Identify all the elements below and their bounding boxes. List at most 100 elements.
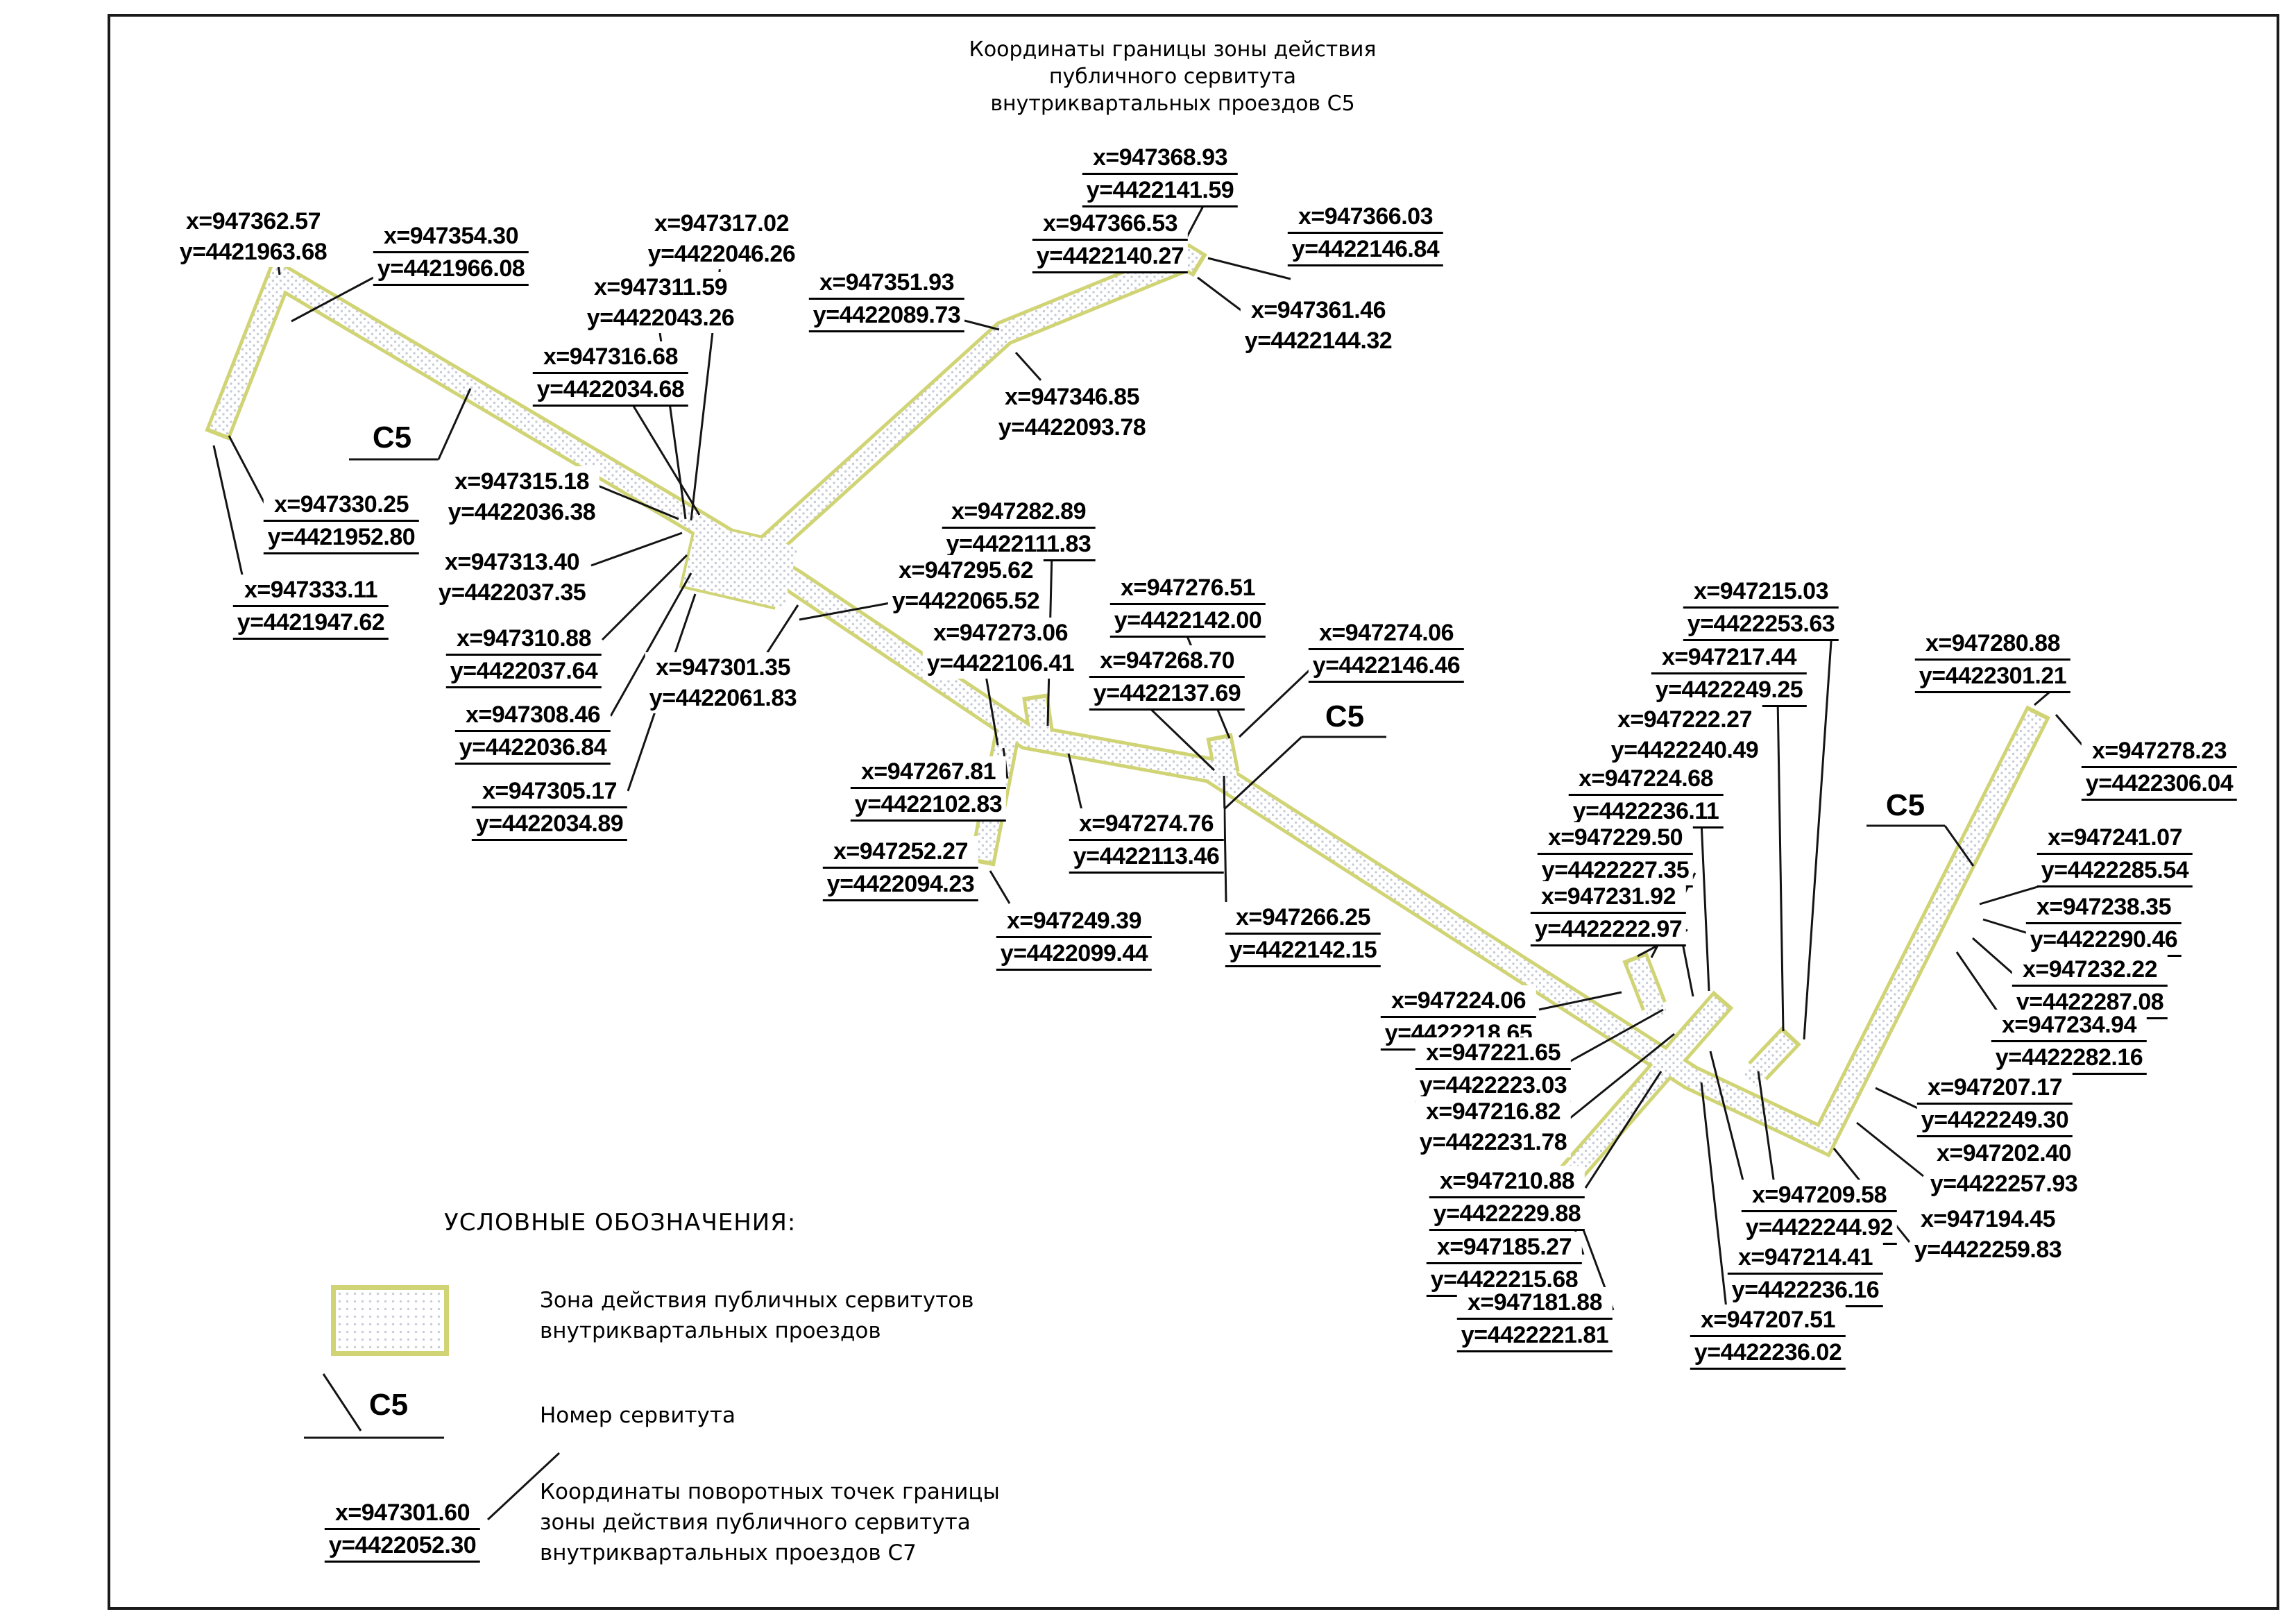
coord-x: x=947273.06 — [922, 618, 1079, 648]
coord-y: y=4422099.44 — [996, 938, 1153, 971]
coord-x: x=947229.50 — [1537, 822, 1694, 855]
coord-x: x=947274.06 — [1308, 618, 1465, 650]
coord-y: y=4422259.83 — [1910, 1234, 2066, 1265]
coord-x: x=947308.46 — [454, 699, 611, 732]
leader-line — [799, 601, 894, 621]
coord-label: x=947305.17 y=4422034.89 — [471, 776, 628, 841]
leader-line — [1584, 1071, 1663, 1189]
coord-y: y=4422290.46 — [2025, 924, 2182, 957]
leader-line — [1141, 699, 1216, 772]
coord-label: x=947216.82 y=4422231.78 — [1415, 1096, 1572, 1157]
coord-label: x=947194.45 y=4422259.83 — [1910, 1204, 2066, 1265]
coord-x: x=947252.27 — [822, 836, 979, 869]
coord-x: x=947214.41 — [1727, 1242, 1884, 1275]
leader-line — [291, 275, 377, 323]
coord-y: y=4421966.08 — [373, 253, 529, 286]
coord-label: x=947315.18 y=4422036.38 — [443, 466, 600, 527]
coord-label: x=947274.76 y=4422113.46 — [1069, 808, 1224, 874]
coord-x: x=947280.88 — [1914, 628, 2071, 661]
coord-y: y=4422222.97 — [1530, 914, 1687, 946]
leader-line — [627, 396, 701, 516]
coord-label: x=947273.06 y=4422106.41 — [922, 618, 1079, 679]
coord-y: y=4422094.23 — [822, 869, 979, 901]
coord-x: x=947351.93 — [808, 267, 965, 300]
coord-x: x=947234.94 — [1991, 1010, 2148, 1042]
leader-line — [1207, 257, 1291, 280]
coord-label: x=947361.46 y=4422144.32 — [1240, 295, 1397, 356]
leader-line — [1238, 668, 1311, 738]
coord-label: x=947366.03 y=4422146.84 — [1287, 201, 1444, 266]
leader-line — [212, 445, 246, 585]
coord-y: y=4421947.62 — [232, 607, 389, 640]
coord-label: x=947181.88 y=4422221.81 — [1456, 1287, 1613, 1352]
legend-zone-label-line: Зона действия публичных сервитутов — [540, 1288, 974, 1313]
legend-coords-label: Координаты поворотных точек границы зоны… — [540, 1477, 1000, 1568]
coord-y: y=4422240.49 — [1606, 735, 1763, 765]
leader-line — [1776, 697, 1785, 1032]
coord-label: x=947266.25 y=4422142.15 — [1225, 902, 1381, 967]
coord-label: x=947217.44 y=4422249.25 — [1651, 642, 1808, 707]
corridor-segment-fill — [1026, 697, 1053, 747]
servitude-leader-line — [1218, 736, 1303, 815]
coord-label: x=947238.35 y=4422290.46 — [2025, 892, 2182, 957]
coord-x: x=947202.40 — [1925, 1138, 2082, 1169]
coord-label: x=947311.59 y=4422043.26 — [582, 272, 739, 333]
coord-x: x=947330.25 — [263, 489, 420, 522]
coord-x: x=947346.85 — [994, 382, 1150, 412]
coord-y: y=4422089.73 — [808, 300, 965, 332]
coord-label: x=947316.68 y=4422034.68 — [532, 341, 689, 407]
coord-label: x=947209.58 y=4422244.92 — [1741, 1180, 1898, 1245]
coord-label: x=947333.11 y=4421947.62 — [232, 575, 389, 640]
corridor-segment-fill — [739, 247, 1202, 574]
servitude-leader-line — [437, 388, 472, 460]
leader-line — [1538, 991, 1622, 1011]
coord-y: y=4422306.04 — [2081, 768, 2238, 801]
drawing-title-line: Координаты границы зоны действия — [969, 37, 1377, 62]
coord-y: y=4422236.02 — [1690, 1337, 1846, 1370]
coord-label: x=947234.94 y=4422282.16 — [1991, 1010, 2148, 1075]
coord-label: x=947276.51 y=4422142.00 — [1109, 572, 1266, 638]
coord-y: y=4421952.80 — [263, 522, 420, 554]
leader-line — [597, 484, 679, 520]
coord-x: x=947305.17 — [471, 776, 628, 808]
coord-y: y=4422146.84 — [1287, 234, 1444, 266]
legend-zone-swatch — [331, 1285, 449, 1356]
coord-y: y=4422142.00 — [1109, 605, 1266, 638]
coord-y: y=4422236.16 — [1727, 1275, 1884, 1307]
coord-x: x=947266.25 — [1225, 902, 1381, 935]
leader-line — [1067, 753, 1084, 814]
coord-label: x=947366.53 y=4422140.27 — [1032, 208, 1189, 273]
coord-x: x=947215.03 — [1683, 576, 1839, 609]
legend-servitude-number-symbol: С5 — [368, 1388, 409, 1422]
coord-x: x=947278.23 — [2081, 736, 2238, 768]
coord-label: x=947252.27 y=4422094.23 — [822, 836, 979, 901]
coord-x: x=947295.62 — [887, 555, 1044, 586]
coord-x: x=947224.68 — [1568, 763, 1724, 796]
coord-x: x=947354.30 — [373, 221, 529, 253]
coord-y: y=4422231.78 — [1415, 1127, 1572, 1157]
coord-label: x=947310.88 y=4422037.64 — [445, 623, 602, 688]
coord-x: x=947301.60 — [324, 1497, 481, 1530]
coord-label: x=947330.25 y=4421952.80 — [263, 489, 420, 554]
coord-x: x=947224.06 — [1380, 985, 1537, 1018]
servitude-number-label: С5 — [372, 420, 412, 454]
coord-x: x=947185.27 — [1426, 1232, 1583, 1264]
coord-label: x=947317.02 y=4422046.26 — [643, 208, 800, 269]
coord-label: x=947308.46 y=4422036.84 — [454, 699, 611, 765]
coord-x: x=947315.18 — [443, 466, 600, 497]
leader-line — [590, 532, 683, 567]
coord-label: x=947215.03 y=4422253.63 — [1683, 576, 1839, 641]
coord-y: y=4422036.84 — [454, 732, 611, 765]
coord-label: x=947267.81 y=4422102.83 — [850, 756, 1007, 822]
leader-line — [1856, 1121, 1924, 1178]
coord-y: y=4422113.46 — [1069, 841, 1224, 874]
coord-label: x=947202.40 y=4422257.93 — [1925, 1138, 2082, 1199]
coord-y: y=4422052.30 — [324, 1530, 481, 1563]
coord-x: x=947249.39 — [996, 906, 1153, 938]
coord-y: y=4422285.54 — [2036, 855, 2193, 887]
coord-x: x=947267.81 — [850, 756, 1007, 789]
legend-sample-coord-label: x=947301.60 y=4422052.30 — [324, 1497, 481, 1563]
servitude-leader-line — [1944, 825, 1975, 867]
